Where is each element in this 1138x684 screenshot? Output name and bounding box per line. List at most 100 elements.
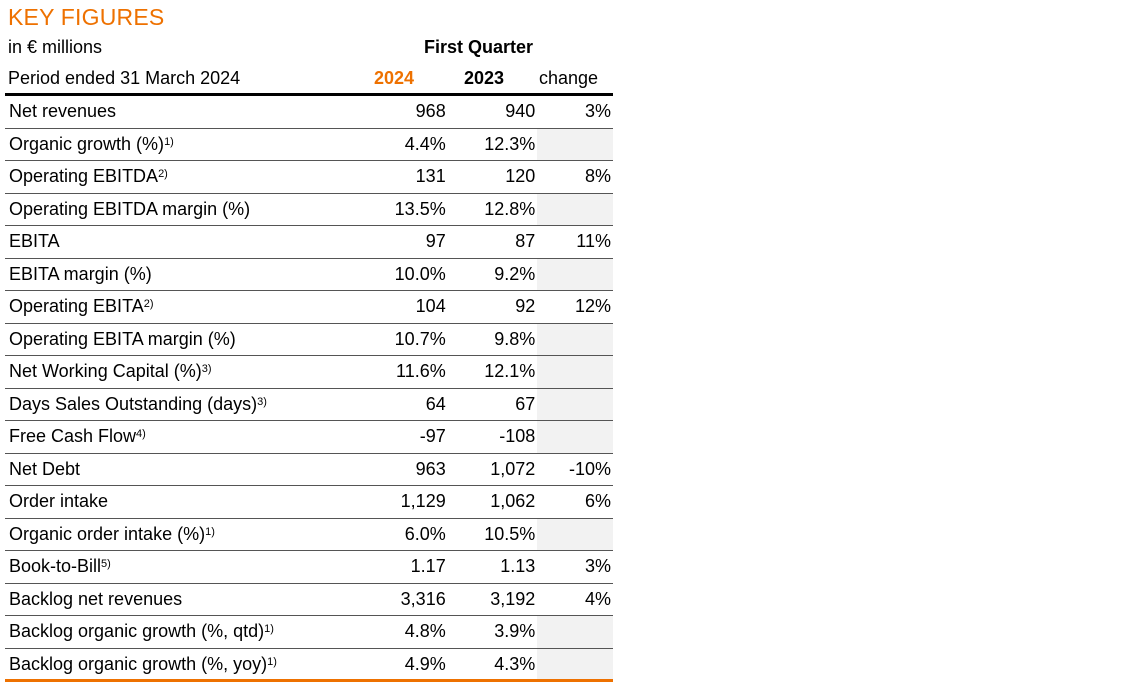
row-label-cell: Operating EBITA2) [5,290,361,324]
row-label: Organic order intake (%) [9,523,206,544]
value-change [537,258,613,291]
row-label: EBITA margin (%) [9,263,152,284]
row-label-cell: Operating EBITDA margin (%) [5,193,361,226]
row-label-cell: Operating EBITDA2) [5,160,361,194]
section-title: KEY FIGURES [8,4,165,30]
value-2023: 67 [447,388,538,421]
table-row: Order intake 1,129 1,062 6% [5,485,613,519]
value-change [537,128,613,161]
value-change: 3% [537,550,613,584]
value-change: 6% [537,485,613,519]
value-2023: 9.8% [447,323,538,356]
value-change: 4% [537,583,613,616]
row-label: Operating EBITA [9,296,144,317]
row-label-cell: Backlog organic growth (%, qtd)1) [5,615,361,649]
value-2023: 3.9% [447,615,538,649]
value-2024: 968 [360,96,448,129]
value-2023: 120 [447,160,538,194]
value-change [537,420,613,454]
value-2024: 4.8% [360,615,448,649]
row-label: Operating EBITDA [9,166,159,187]
table-row: Net Debt 963 1,072 -10% [5,453,613,486]
table-row: Operating EBITDA2) 131 120 8% [5,160,613,194]
footnote-marker: 4) [136,428,146,441]
row-label: Free Cash Flow [9,426,137,447]
row-label: Net revenues [9,101,117,122]
row-label: Net Debt [9,458,81,479]
value-2024: 963 [360,453,448,486]
value-2024: 1.17 [360,550,448,584]
value-2024: 10.0% [360,258,448,291]
unit-label: in € millions [8,37,103,57]
value-2024: 3,316 [360,583,448,616]
table-row: Organic order intake (%)1) 6.0% 10.5% [5,518,613,551]
value-change: -10% [537,453,613,486]
table-row: Operating EBITDA margin (%) 13.5% 12.8% [5,193,613,226]
value-change [537,648,613,680]
footnote-marker: 3) [257,395,267,408]
row-label-cell: Operating EBITA margin (%) [5,323,361,356]
row-label-cell: Net Debt [5,453,361,486]
value-2024: 10.7% [360,323,448,356]
row-label: Operating EBITDA margin (%) [9,198,251,219]
table-bottom-rule [5,679,613,682]
value-2023: 87 [447,225,538,259]
table-row: Backlog organic growth (%, qtd)1) 4.8% 3.9… [5,615,613,649]
row-label-cell: Backlog net revenues [5,583,361,616]
value-change: 11% [537,225,613,259]
value-2024: 4.9% [404,653,446,674]
value-change [537,388,613,421]
footnote-marker: 1) [267,655,277,668]
value-2024: 131 [360,160,448,194]
table-row: EBITA 97 87 11% [5,225,613,259]
row-label-cell: Days Sales Outstanding (days)3) [5,388,361,421]
row-label-cell: Order intake [5,485,361,519]
row-label-cell: Book-to-Bill5) [5,550,361,584]
row-label: Order intake [9,491,109,512]
value-2023: 92 [447,290,538,324]
value-2023: 12.8% [447,193,538,226]
table-row: Backlog organic growth (%, yoy)1) 4.9% 4.3… [5,648,613,680]
table-row: EBITA margin (%) 10.0% 9.2% [5,258,613,291]
column-header-change: change [539,68,599,88]
row-label: Net Working Capital (%) [9,361,202,382]
table-row: Net Working Capital (%)3) 11.6% 12.1% [5,355,613,389]
row-label: Operating EBITA margin (%) [9,328,236,349]
table-row: Net revenues 968 940 3% [5,96,613,129]
column-header-2024: 2024 [374,68,415,88]
value-2023: 3,192 [447,583,538,616]
row-label-cell: Net revenues [5,96,361,129]
footnote-marker: 2) [143,298,154,311]
table-row: Free Cash Flow4) -97 -108 [5,420,613,454]
row-label-cell: Organic growth (%)1) [5,128,361,161]
value-change [537,355,613,389]
row-label-cell: Organic order intake (%)1) [5,518,361,551]
row-label: Organic growth (%) [9,133,165,154]
value-2023: 12.3% [447,128,538,161]
value-2023: 10.5% [447,518,538,551]
footnote-marker: 5) [101,558,111,571]
row-label-cell: Free Cash Flow4) [5,420,361,454]
value-2023: 1,072 [447,453,538,486]
value-2023: 1,062 [447,485,538,519]
value-change [537,615,613,649]
value-2024: 13.5% [360,193,448,226]
row-label: Book-to-Bill [9,556,102,577]
row-label-cell: Net Working Capital (%)3) [5,355,361,389]
table-body: Net revenues 968 940 3% Organic growth (%)1)… [5,96,613,680]
value-change [537,193,613,226]
footnote-marker: 1) [164,135,174,148]
row-label-cell: EBITA margin (%) [5,258,361,291]
period-heading: First Quarter [424,37,534,57]
value-2024: 64 [360,388,448,421]
value-2024: -97 [360,420,448,454]
footnote-marker: 2) [158,168,168,181]
value-2023: -108 [447,420,538,454]
footnote-marker: 3) [201,363,212,376]
value-change [537,323,613,356]
value-change [537,518,613,551]
row-label: Days Sales Outstanding (days) [9,393,258,414]
row-label-cell: EBITA [5,225,361,259]
row-label: Backlog organic growth (%, yoy) [9,653,268,674]
column-header-2023: 2023 [464,68,505,88]
